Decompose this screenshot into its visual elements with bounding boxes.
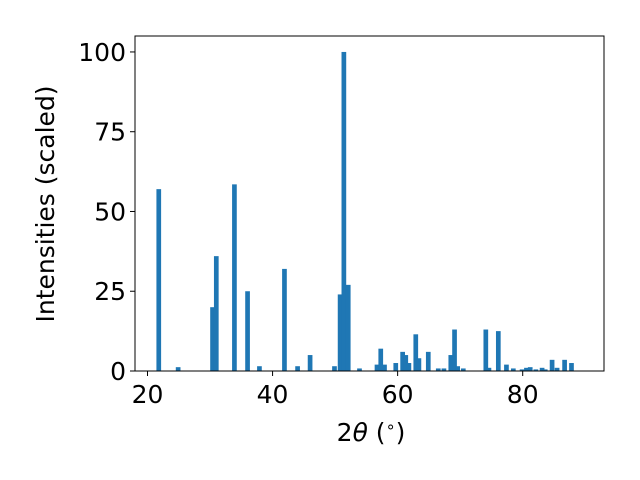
x-axis-label-part: θ [353, 418, 368, 447]
bar [452, 329, 457, 371]
x-tick-label: 60 [382, 380, 414, 409]
bar [539, 367, 545, 371]
bar [519, 369, 525, 371]
y-tick-label: 25 [94, 277, 126, 306]
bar [295, 366, 300, 371]
x-axis-label: 2θ (∘) [337, 417, 406, 447]
bar [549, 359, 555, 371]
x-tick-label: 80 [507, 380, 539, 409]
y-tick-label: 75 [94, 118, 126, 147]
bar [504, 364, 509, 371]
bar [486, 367, 492, 371]
bar [332, 366, 337, 371]
bar [403, 355, 409, 371]
bar [416, 358, 422, 371]
y-axis-label: Intensities (scaled) [31, 85, 60, 322]
x-tick-label: 40 [257, 380, 289, 409]
bar [527, 367, 533, 371]
bar [337, 294, 343, 371]
bar [382, 364, 387, 371]
bar [425, 351, 431, 371]
bar [435, 368, 441, 371]
bar [554, 367, 560, 371]
bar [307, 355, 313, 371]
bar [175, 367, 181, 371]
bar [542, 369, 548, 371]
bar [406, 363, 412, 371]
y-tick-label: 0 [110, 357, 126, 386]
bar [210, 307, 215, 371]
x-axis-label-part: ) [396, 418, 406, 447]
bar [341, 51, 347, 371]
bar [378, 348, 384, 371]
bar [156, 189, 162, 371]
bar [357, 368, 362, 371]
bar [495, 331, 501, 371]
bar [460, 368, 466, 371]
bar [345, 284, 351, 371]
bar [413, 334, 419, 371]
x-tick-label: 20 [132, 380, 164, 409]
x-axis-label-part: ( [368, 418, 386, 447]
axes-group [134, 35, 605, 372]
bar [448, 355, 454, 371]
ticks-group: 20 40 60 80 0 25 50 75 100 [78, 38, 538, 409]
bar [257, 366, 262, 371]
bar [533, 369, 539, 371]
bar [510, 368, 516, 371]
bar [569, 363, 574, 371]
y-tick-label: 100 [78, 38, 126, 67]
bar [483, 329, 489, 371]
bar [455, 366, 461, 371]
x-axis-label-part: 2 [337, 418, 353, 447]
bar [524, 367, 529, 371]
y-tick-label: 50 [94, 197, 126, 226]
bar [562, 359, 567, 371]
bar [441, 368, 447, 371]
bars-group [156, 51, 574, 371]
bar [374, 364, 380, 371]
bar [400, 351, 405, 371]
bar [232, 184, 237, 371]
x-axis-label-part: ∘ [386, 417, 396, 436]
bar [393, 363, 399, 371]
bar [245, 291, 250, 371]
plot-frame [134, 35, 605, 372]
bar [213, 256, 219, 371]
bar [282, 268, 287, 371]
